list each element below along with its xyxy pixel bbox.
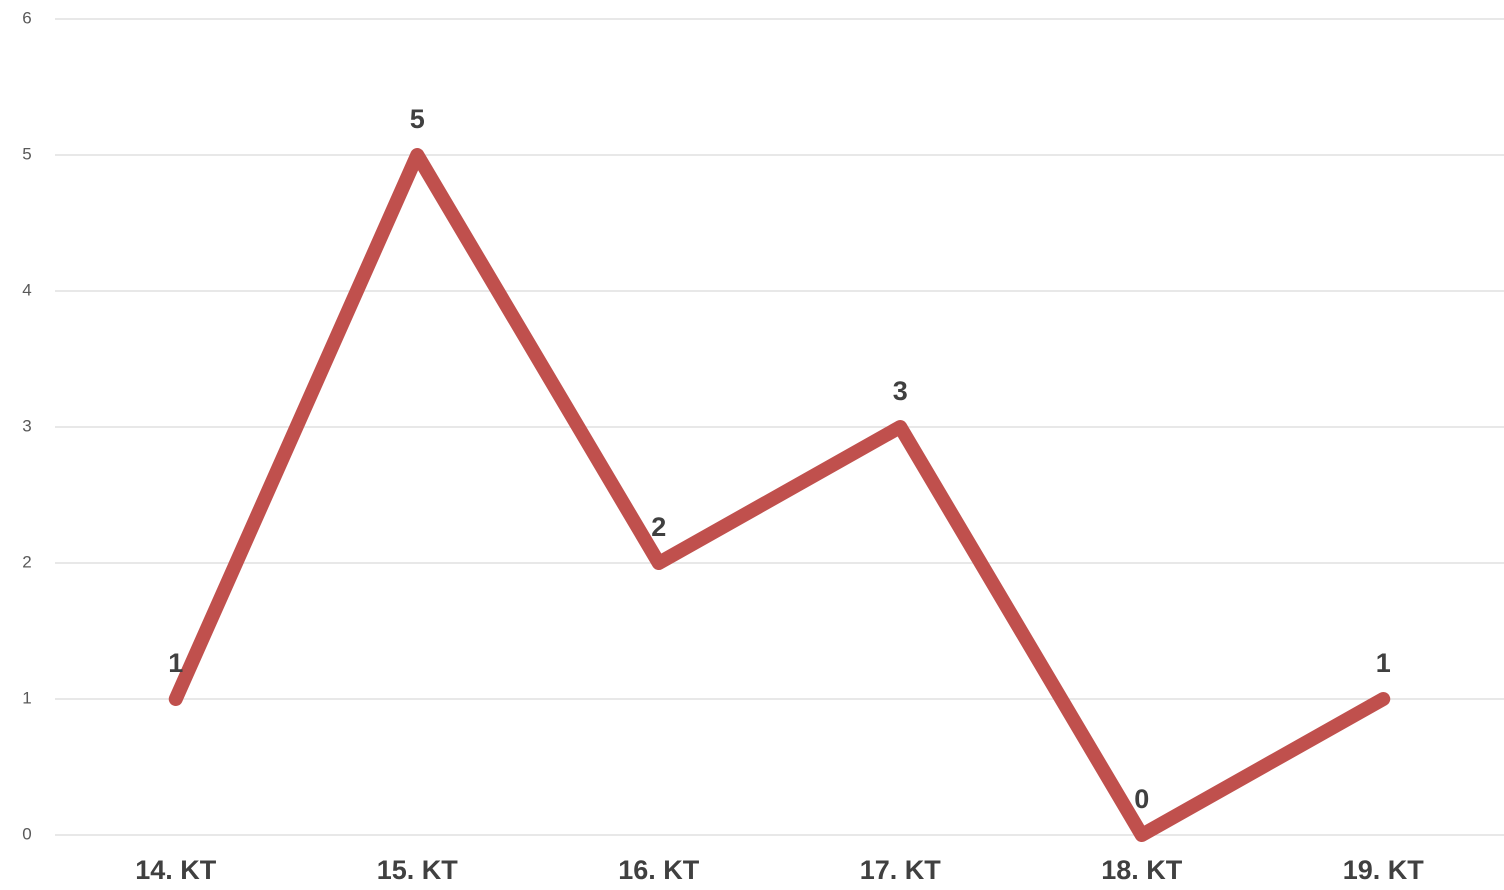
data-label: 1: [168, 648, 183, 678]
y-tick-label: 0: [22, 824, 31, 843]
y-tick-label: 1: [22, 688, 31, 707]
y-tick-label: 4: [22, 280, 31, 299]
y-tick-label: 2: [22, 552, 31, 571]
x-tick-label: 16. KT: [618, 855, 700, 885]
x-tick-label: 19. KT: [1343, 855, 1425, 885]
y-tick-label: 3: [22, 416, 31, 435]
data-label: 0: [1134, 784, 1149, 814]
line: [168, 148, 1391, 842]
x-tick-label: 18. KT: [1101, 855, 1183, 885]
data-label: 5: [410, 104, 425, 134]
y-tick-label: 5: [22, 144, 31, 163]
y-tick-label: 6: [22, 8, 31, 27]
x-tick-label: 17. KT: [860, 855, 942, 885]
x-tick-label: 15. KT: [377, 855, 459, 885]
data-label: 2: [651, 512, 666, 542]
x-tick-label: 14. KT: [135, 855, 217, 885]
data-label: 1: [1376, 648, 1391, 678]
data-label: 3: [893, 376, 908, 406]
